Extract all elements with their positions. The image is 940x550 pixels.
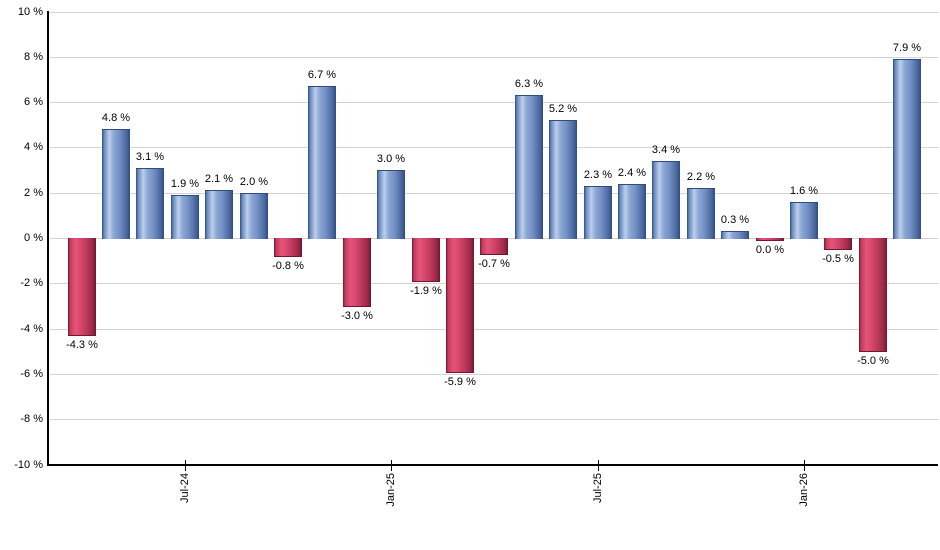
bar-value-label: -4.3 % xyxy=(66,339,98,351)
bar-value-label: 2.1 % xyxy=(204,173,234,185)
x-axis-tick-label-text: Jan-26 xyxy=(798,473,810,507)
bar-value-label: 2.4 % xyxy=(617,167,647,179)
y-axis-tick-label: -2 % xyxy=(20,277,43,289)
gridline xyxy=(49,12,938,13)
bar-positive xyxy=(240,193,268,239)
y-axis-tick-label: -8 % xyxy=(20,413,43,425)
y-axis-tick-label: -4 % xyxy=(20,323,43,335)
bar-negative xyxy=(859,238,887,352)
bar-positive xyxy=(549,120,577,239)
y-axis-tick-label: 0 % xyxy=(24,232,43,244)
bar-value-label: 4.8 % xyxy=(101,112,131,124)
bar-value-label: 3.1 % xyxy=(135,151,165,163)
y-axis-tick-label: 6 % xyxy=(24,96,43,108)
gridline xyxy=(49,102,938,103)
bar-negative xyxy=(756,238,784,241)
x-axis-tick-mark xyxy=(598,460,599,471)
gridline xyxy=(49,374,938,375)
bar-negative xyxy=(480,238,508,255)
bar-value-label: 0.3 % xyxy=(720,214,750,226)
gridline xyxy=(49,419,938,420)
bar-positive xyxy=(790,202,818,239)
x-axis-tick-mark xyxy=(804,460,805,471)
bar-positive xyxy=(721,231,749,239)
bar-positive xyxy=(515,95,543,239)
bar-value-label: 5.2 % xyxy=(548,103,578,115)
bar-value-label: 2.3 % xyxy=(583,169,613,181)
bar-value-label: -0.8 % xyxy=(272,260,304,272)
x-axis-tick-mark xyxy=(391,460,392,471)
bar-negative xyxy=(412,238,440,282)
bar-positive xyxy=(893,59,921,239)
y-axis-tick-label: -10 % xyxy=(14,459,43,471)
bar-value-label: 1.6 % xyxy=(789,185,819,197)
bar-value-label: 3.0 % xyxy=(376,153,406,165)
x-axis-tick-label-text: Jul-24 xyxy=(179,473,191,503)
bar-negative xyxy=(446,238,474,373)
bar-value-label: -1.9 % xyxy=(410,285,442,297)
bar-positive xyxy=(687,188,715,239)
bar-value-label: 6.7 % xyxy=(307,69,337,81)
bar-positive xyxy=(171,195,199,239)
x-axis-line xyxy=(47,464,938,466)
bar-positive xyxy=(308,86,336,239)
bar-negative xyxy=(343,238,371,307)
gridline xyxy=(49,193,938,194)
x-axis-tick-label-text: Jul-25 xyxy=(592,473,604,503)
bar-positive xyxy=(102,129,130,239)
bar-value-label: 6.3 % xyxy=(514,78,544,90)
bar-positive xyxy=(136,168,164,239)
bar-value-label: 0.0 % xyxy=(755,244,785,256)
bar-positive xyxy=(584,186,612,239)
bar-value-label: 2.0 % xyxy=(239,176,269,188)
bar-value-label: 7.9 % xyxy=(892,42,922,54)
bar-negative xyxy=(274,238,302,257)
bar-positive xyxy=(618,184,646,239)
bar-value-label: 1.9 % xyxy=(170,178,200,190)
bar-value-label: -5.0 % xyxy=(857,355,889,367)
bar-value-label: -0.5 % xyxy=(822,253,854,265)
bar-value-label: -5.9 % xyxy=(444,376,476,388)
gridline xyxy=(49,329,938,330)
y-axis-tick-label: 10 % xyxy=(17,6,43,18)
bar-value-label: -0.7 % xyxy=(478,258,510,270)
bar-value-label: 3.4 % xyxy=(651,144,681,156)
gridline xyxy=(49,283,938,284)
x-axis-tick-mark xyxy=(185,460,186,471)
gridline xyxy=(49,147,938,148)
bar-positive xyxy=(377,170,405,239)
y-axis-tick-label: 2 % xyxy=(24,187,43,199)
y-axis-line xyxy=(47,11,49,466)
y-axis-tick-label: -6 % xyxy=(20,368,43,380)
gridline xyxy=(49,57,938,58)
bar-value-label: -3.0 % xyxy=(341,310,373,322)
bar-positive xyxy=(205,190,233,239)
y-axis-tick-label: 8 % xyxy=(24,51,43,63)
bar-value-label: 2.2 % xyxy=(686,171,716,183)
bar-positive xyxy=(652,161,680,239)
y-axis-tick-label: 4 % xyxy=(24,141,43,153)
bar-negative xyxy=(824,238,852,250)
x-axis-tick-label-text: Jan-25 xyxy=(385,473,397,507)
bar-negative xyxy=(68,238,96,336)
